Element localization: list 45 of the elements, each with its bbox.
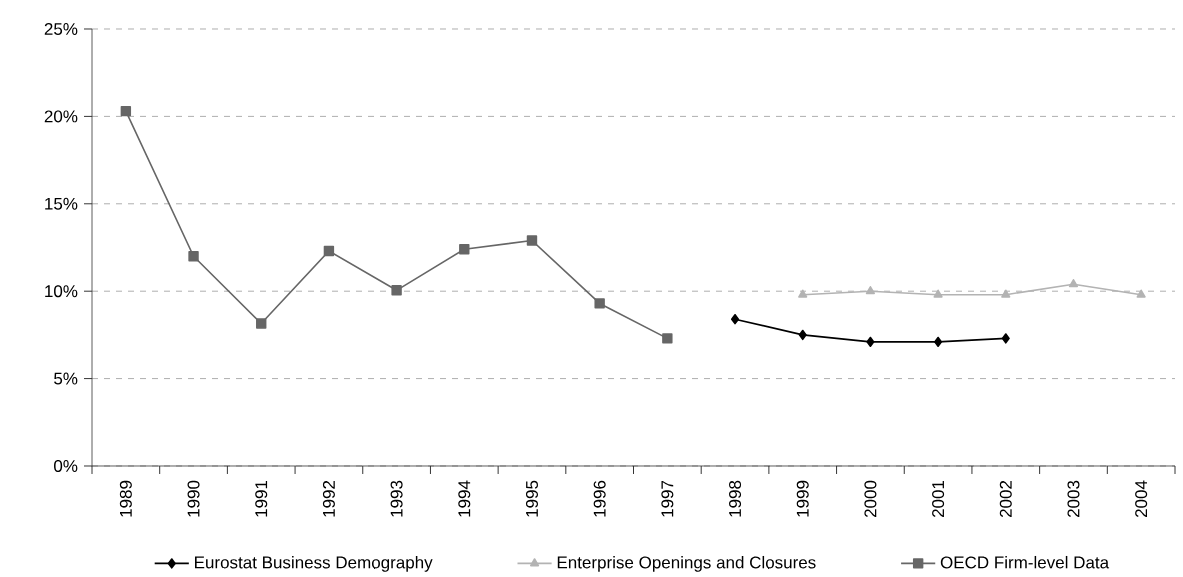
legend-label: Eurostat Business Demography bbox=[195, 555, 433, 572]
point bbox=[1001, 289, 1011, 298]
x-tick-label: 1993 bbox=[390, 480, 403, 517]
x-tick-label: 2000 bbox=[864, 480, 877, 518]
x-tick-label: 1996 bbox=[593, 480, 606, 517]
y-tick-label: 0% bbox=[54, 459, 78, 472]
x-tick-label: 1995 bbox=[525, 480, 538, 517]
x-tick-label: 2001 bbox=[932, 480, 945, 518]
x-tick-label: 1999 bbox=[796, 480, 809, 517]
x-tick-label: 2003 bbox=[1067, 480, 1080, 518]
point bbox=[1001, 333, 1010, 344]
y-tick-label: 20% bbox=[44, 110, 78, 123]
y-tick-label: 10% bbox=[45, 285, 78, 298]
y-tick-label: 15% bbox=[45, 197, 78, 210]
point bbox=[594, 298, 605, 309]
point bbox=[798, 289, 808, 298]
point bbox=[730, 313, 740, 325]
x-tick-label: 1998 bbox=[729, 480, 742, 517]
x-tick-label: 1992 bbox=[322, 480, 335, 517]
x-tick-label: 1997 bbox=[661, 480, 674, 517]
x-tick-label: 1990 bbox=[187, 480, 200, 517]
point bbox=[866, 336, 875, 348]
point bbox=[391, 285, 402, 296]
x-tick-label: 2004 bbox=[1135, 480, 1148, 518]
x-tick-label: 1994 bbox=[458, 480, 471, 517]
x-tick-label: 1989 bbox=[119, 480, 132, 517]
point bbox=[934, 336, 943, 348]
legend-label: OECD Firm-level Data bbox=[940, 555, 1110, 569]
point bbox=[459, 244, 470, 255]
point bbox=[865, 285, 876, 295]
y-tick-label: 5% bbox=[54, 372, 78, 385]
point bbox=[256, 318, 267, 329]
point bbox=[526, 235, 538, 246]
point bbox=[798, 329, 807, 341]
point bbox=[323, 245, 335, 257]
x-tick-label: 1991 bbox=[255, 480, 268, 517]
y-tick-label: 25% bbox=[44, 22, 78, 35]
x-tick-label: 2002 bbox=[999, 480, 1012, 518]
point bbox=[662, 333, 673, 344]
legend-label: Enterprise Openings and Closures bbox=[557, 555, 816, 572]
point bbox=[188, 251, 199, 262]
point bbox=[933, 289, 943, 298]
point bbox=[1068, 279, 1079, 288]
point bbox=[1136, 289, 1146, 298]
point bbox=[120, 105, 132, 117]
